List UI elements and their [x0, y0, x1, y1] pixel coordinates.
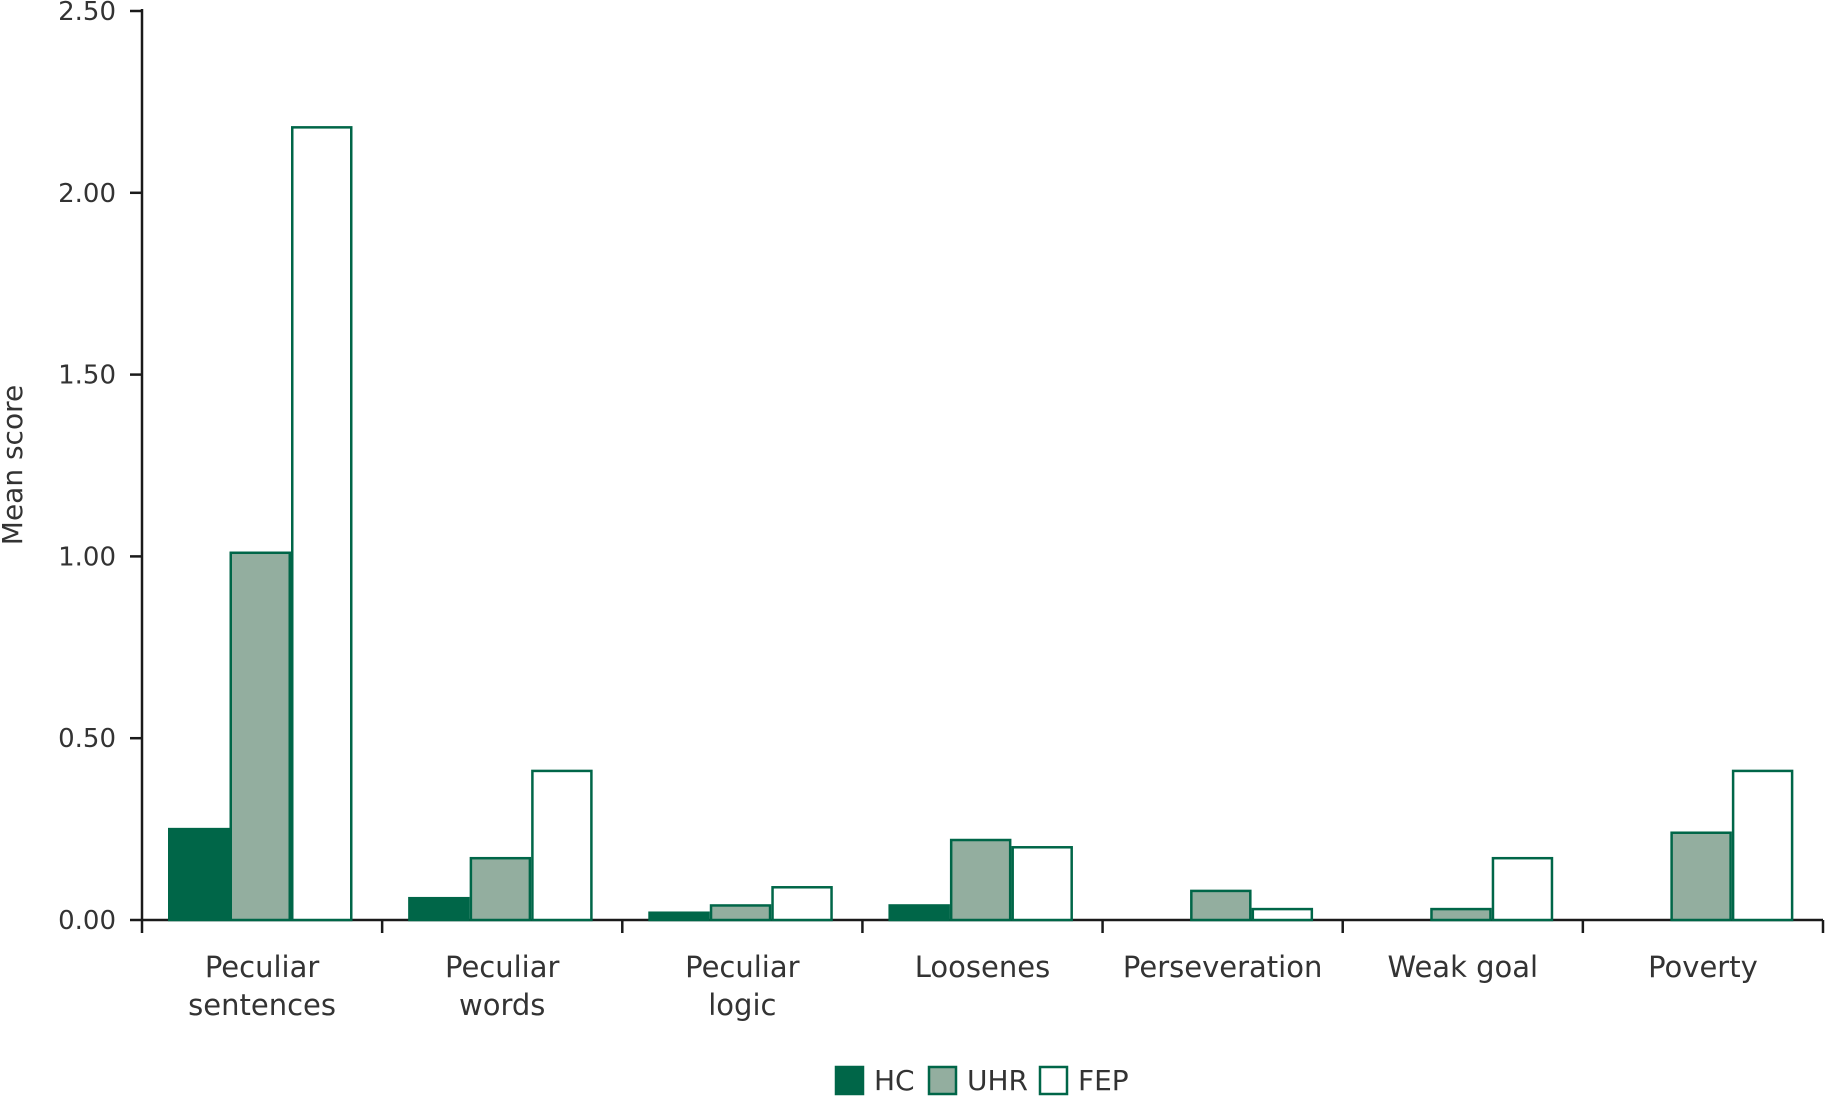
bar-fep-5 — [1491, 856, 1554, 922]
bar-uhr-2 — [709, 904, 772, 922]
legend-swatch-fep — [1038, 1065, 1069, 1096]
bar-uhr-5 — [1430, 907, 1492, 922]
y-tick-label: 1.50 — [58, 361, 116, 391]
bar-fep-1 — [531, 769, 593, 922]
bars — [168, 126, 1794, 922]
bar-uhr-3 — [949, 838, 1012, 922]
y-tick-label: 0.50 — [58, 724, 116, 754]
y-tick-label: 2.50 — [58, 0, 116, 27]
y-tick-label: 1.00 — [58, 542, 116, 572]
category-label: Poverty — [1648, 950, 1758, 984]
category-label: Weak goal — [1387, 950, 1538, 984]
bar-fep-2 — [771, 886, 833, 922]
bar-uhr-0 — [229, 551, 291, 922]
bar-uhr-1 — [469, 856, 532, 922]
legend-label-fep: FEP — [1078, 1064, 1129, 1096]
y-tick-label: 2.00 — [58, 179, 116, 209]
legend-swatch-hc — [834, 1065, 865, 1096]
category-label: Perseveration — [1123, 950, 1322, 984]
category-label: sentences — [188, 988, 336, 1022]
y-tick-label: 0.00 — [58, 906, 116, 936]
bar-hc-0 — [168, 827, 230, 922]
bar-uhr-6 — [1670, 831, 1732, 922]
bar-hc-3 — [888, 904, 950, 922]
legend-label-uhr: UHR — [967, 1064, 1028, 1096]
bar-fep-0 — [291, 126, 353, 922]
bar-uhr-4 — [1190, 889, 1252, 922]
legend-label-hc: HC — [874, 1064, 915, 1096]
category-label: Peculiar — [445, 950, 560, 984]
bar-hc-2 — [648, 911, 710, 922]
bar-hc-1 — [408, 896, 470, 922]
bar-fep-6 — [1731, 769, 1794, 922]
bar-fep-4 — [1251, 907, 1314, 922]
bar-fep-3 — [1011, 846, 1073, 922]
category-label: Loosenes — [915, 950, 1050, 984]
y-axis-title: Mean score — [0, 385, 29, 545]
legend-swatch-uhr — [927, 1065, 958, 1096]
y-axis: 0.00 0.50 1.00 1.50 2.00 2.50 — [58, 0, 144, 936]
x-axis: Peculiar sentences Peculiar words Peculiar lo… — [140, 918, 1825, 1022]
category-label: words — [459, 988, 545, 1022]
category-label: Peculiar — [205, 950, 320, 984]
category-label: logic — [708, 988, 776, 1022]
category-label: Peculiar — [685, 950, 800, 984]
legend: HC UHR FEP — [834, 1064, 1129, 1096]
